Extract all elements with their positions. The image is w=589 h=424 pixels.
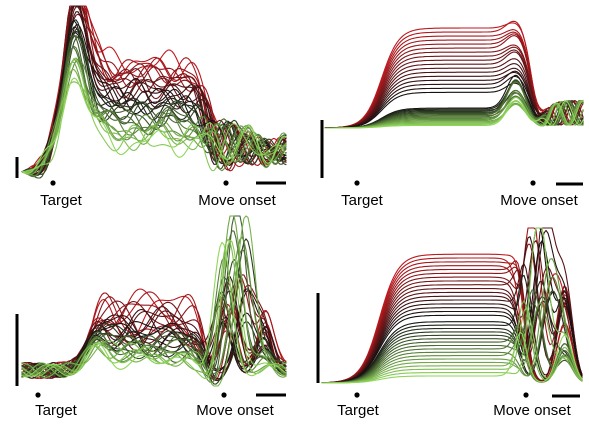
traces-bottom-right	[321, 227, 583, 384]
trace-line	[321, 307, 583, 384]
panel-bottom-left: Target Move onset	[15, 215, 287, 419]
move-onset-label: Move onset	[493, 402, 571, 419]
trace-line	[21, 215, 287, 379]
traces-bottom-left	[21, 215, 287, 387]
trace-line	[321, 331, 583, 384]
target-label: Target	[40, 192, 83, 209]
trace-line	[21, 291, 287, 378]
trace-line	[21, 241, 287, 377]
move-onset-marker	[530, 180, 536, 186]
trace-line	[324, 82, 584, 129]
trace-line	[21, 61, 287, 176]
target-marker	[354, 180, 360, 186]
trace-line	[321, 227, 583, 384]
move-onset-label: Move onset	[500, 192, 578, 209]
move-onset-marker	[221, 392, 227, 398]
trace-line	[324, 70, 584, 129]
panel-top-left: Target Move onset	[15, 5, 287, 209]
panel-bottom-right: Target Move onset	[316, 227, 583, 419]
target-marker	[354, 392, 360, 398]
trace-line	[21, 77, 287, 174]
trace-line	[321, 300, 583, 384]
trace-line	[321, 289, 583, 384]
trace-line	[21, 276, 287, 376]
trace-line	[324, 100, 584, 129]
trace-line	[321, 276, 583, 384]
move-onset-label: Move onset	[196, 402, 274, 419]
trace-line	[321, 339, 583, 384]
traces-top-left	[21, 5, 287, 179]
traces-top-right	[324, 20, 584, 129]
move-onset-marker	[223, 180, 229, 186]
move-onset-label: Move onset	[198, 192, 276, 209]
panel-top-right: Target Move onset	[320, 20, 584, 209]
target-marker	[50, 180, 56, 186]
target-label: Target	[35, 402, 78, 419]
trace-line	[324, 67, 584, 129]
trace-line	[21, 58, 287, 173]
trace-line	[21, 215, 287, 387]
move-onset-marker	[523, 392, 529, 398]
trace-line	[321, 258, 583, 384]
target-marker	[35, 392, 41, 398]
target-label: Target	[337, 402, 380, 419]
trace-line	[21, 57, 287, 173]
trace-line	[321, 240, 583, 384]
trace-line	[21, 238, 287, 377]
trace-line	[321, 227, 583, 384]
target-label: Target	[341, 192, 384, 209]
trace-line	[21, 236, 287, 383]
trace-line	[21, 239, 287, 380]
